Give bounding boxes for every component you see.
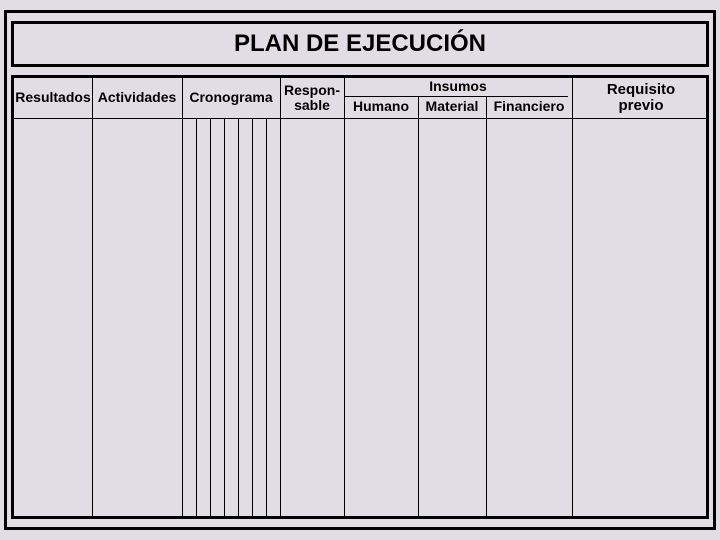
- cronograma-subcol: [238, 118, 239, 516]
- header-resultados: Resultados: [14, 82, 92, 114]
- execution-table: Resultados Actividades Cronograma Respon…: [11, 75, 709, 519]
- header-humano: Humano: [344, 96, 418, 118]
- title-text: PLAN DE EJECUCIÓN: [234, 30, 486, 58]
- header-responsable: Respon- sable: [280, 80, 344, 116]
- header-bottom-rule: [14, 118, 706, 119]
- header-material: Material: [418, 96, 486, 118]
- col-divider: [92, 78, 93, 516]
- header-insumos: Insumos: [344, 78, 572, 96]
- plan-frame: PLAN DE EJECUCIÓN Resultados Actividades…: [4, 10, 716, 530]
- header-actividades: Actividades: [92, 82, 182, 114]
- col-divider: [280, 78, 281, 516]
- col-divider: [418, 96, 419, 516]
- header-responsable-l2: sable: [294, 98, 330, 113]
- cronograma-subcol: [266, 118, 267, 516]
- header-requisito: Requisito previo: [572, 80, 710, 116]
- header-financiero: Financiero: [486, 96, 572, 118]
- col-divider: [344, 78, 345, 516]
- cronograma-subcol: [224, 118, 225, 516]
- header-responsable-l1: Respon-: [284, 83, 340, 98]
- col-divider: [182, 78, 183, 516]
- col-divider: [486, 96, 487, 516]
- col-divider: [572, 78, 573, 516]
- header-requisito-l1: Requisito: [607, 82, 675, 99]
- cronograma-subcol: [252, 118, 253, 516]
- title-box: PLAN DE EJECUCIÓN: [11, 21, 709, 67]
- cronograma-subcol: [210, 118, 211, 516]
- cronograma-subcol: [196, 118, 197, 516]
- header-cronograma: Cronograma: [182, 82, 280, 114]
- header-requisito-l2: previo: [618, 98, 663, 115]
